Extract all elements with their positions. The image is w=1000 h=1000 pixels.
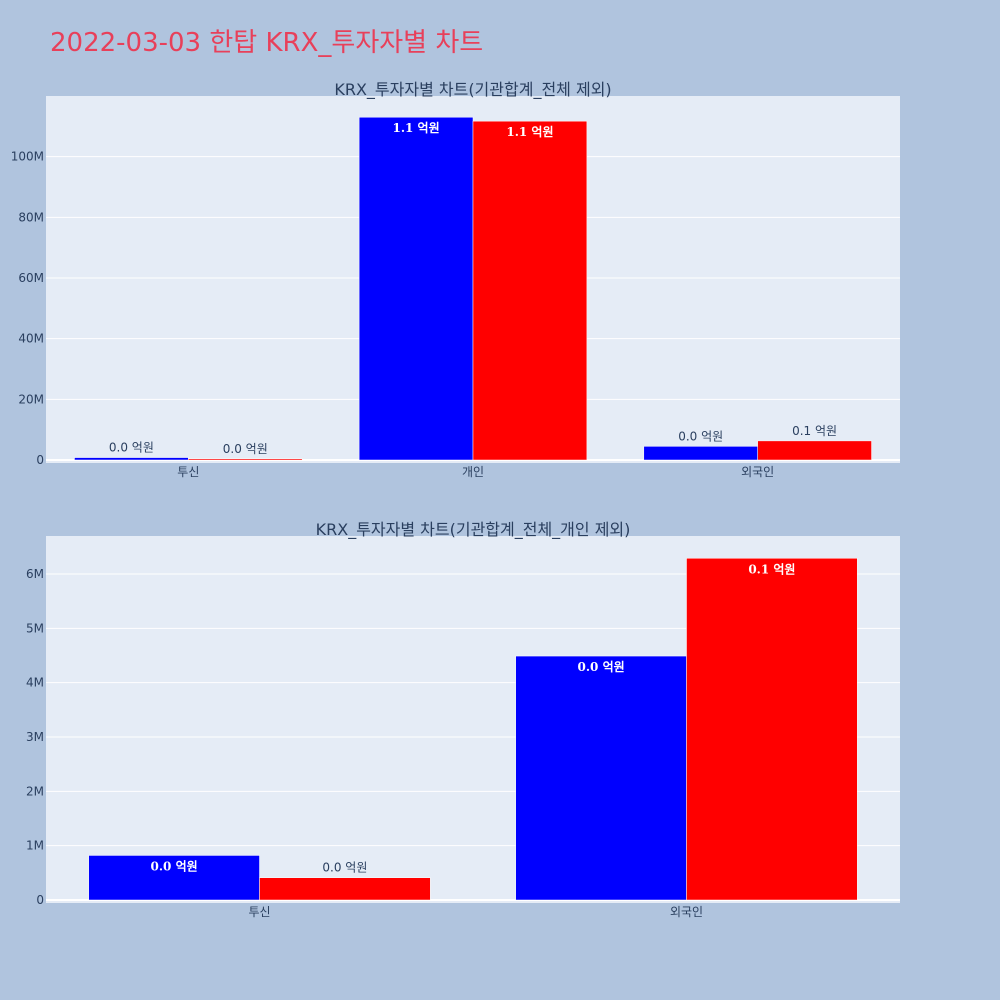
chart-title: KRX_투자자별 차트(기관합계_전체_개인 제외) xyxy=(316,520,631,540)
bar xyxy=(757,440,872,461)
bar xyxy=(259,877,431,901)
y-tick-label: 80M xyxy=(18,210,44,224)
bar xyxy=(88,855,260,901)
data-label: 0.0 억원 xyxy=(223,442,268,456)
bar xyxy=(358,116,474,461)
y-tick-label: 100M xyxy=(11,150,44,164)
chart-title: KRX_투자자별 차트(기관합계_전체 제외) xyxy=(334,80,611,100)
data-label: 1.1 억원 xyxy=(392,121,439,135)
x-tick-label: 투신 xyxy=(177,465,199,479)
bar xyxy=(686,558,858,901)
data-label: 0.0 억원 xyxy=(322,861,367,875)
data-label: 0.0 억원 xyxy=(678,429,723,443)
data-label: 0.1 억원 xyxy=(748,562,795,576)
y-tick-label: 1M xyxy=(26,839,44,853)
data-label: 0.0 억원 xyxy=(151,859,198,873)
y-tick-label: 60M xyxy=(18,271,44,285)
y-tick-label: 0 xyxy=(36,453,44,467)
data-label: 0.0 억원 xyxy=(578,660,625,674)
y-tick-label: 2M xyxy=(26,784,44,798)
y-tick-label: 0 xyxy=(36,893,44,907)
x-tick-label: 외국인 xyxy=(741,465,774,479)
y-tick-label: 40M xyxy=(18,332,44,346)
x-tick-label: 개인 xyxy=(462,465,484,479)
chart-investor-all: 0 20M 40M 60M 80M 100M KRX_투자자별 차트(기관합계_전체 제외)… xyxy=(11,80,900,479)
x-tick-label: 외국인 xyxy=(670,905,703,919)
bar xyxy=(472,120,588,461)
y-tick-label: 6M xyxy=(26,567,44,581)
y-tick-label: 5M xyxy=(26,621,44,635)
data-label: 0.1 억원 xyxy=(792,424,837,438)
data-label: 0.0 억원 xyxy=(109,441,154,455)
y-tick-label: 3M xyxy=(26,730,44,744)
page-title: 2022-03-03 한탑 KRX_투자자별 차트 xyxy=(50,28,484,58)
bar xyxy=(515,655,687,901)
x-tick-label: 투신 xyxy=(248,905,270,919)
data-label: 1.1 억원 xyxy=(506,125,553,139)
bar xyxy=(188,458,303,461)
y-tick-label: 4M xyxy=(26,676,44,690)
y-tick-label: 20M xyxy=(18,392,44,406)
